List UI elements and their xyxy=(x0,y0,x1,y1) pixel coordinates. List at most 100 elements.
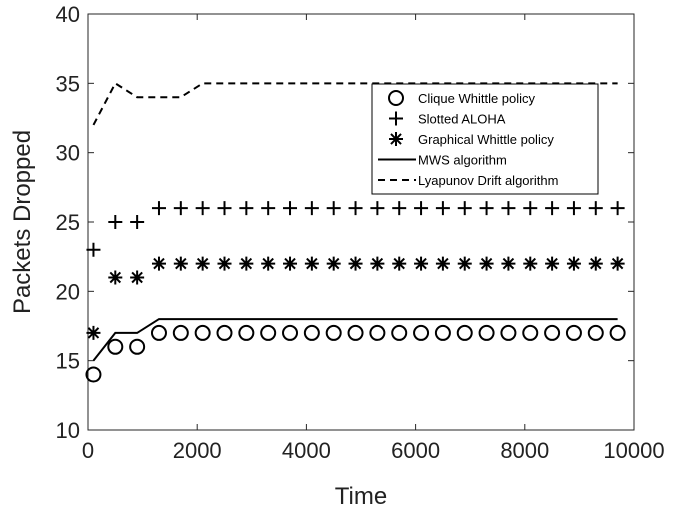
y-tick-label: 30 xyxy=(56,141,80,166)
series-lyapunov-drift-algorithm xyxy=(92,81,618,126)
data-point-graphical-whittle-policy xyxy=(86,325,101,340)
data-point-clique-whittle-policy xyxy=(478,324,495,341)
data-point-slotted-aloha xyxy=(326,201,341,216)
data-point-clique-whittle-policy xyxy=(303,324,320,341)
series-mws-algorithm xyxy=(92,318,618,362)
data-point-graphical-whittle-policy xyxy=(457,256,472,271)
x-tick-label: 8000 xyxy=(500,438,549,463)
data-point-clique-whittle-policy xyxy=(85,366,102,383)
data-point-graphical-whittle-policy xyxy=(435,256,450,271)
plot-area-frame xyxy=(87,13,635,431)
data-point-graphical-whittle-policy xyxy=(304,256,319,271)
data-point-graphical-whittle-policy xyxy=(370,256,385,271)
data-point-slotted-aloha xyxy=(414,201,429,216)
legend-label-lyapunov-drift-algorithm: Lyapunov Drift algorithm xyxy=(418,173,558,188)
data-point-slotted-aloha xyxy=(370,201,385,216)
data-point-graphical-whittle-policy xyxy=(283,256,298,271)
legend-label-graphical-whittle-policy: Graphical Whittle policy xyxy=(418,132,554,147)
data-point-slotted-aloha xyxy=(392,201,407,216)
data-point-graphical-whittle-policy xyxy=(239,256,254,271)
data-point-graphical-whittle-policy xyxy=(348,256,363,271)
legend-label-clique-whittle-policy: Clique Whittle policy xyxy=(418,91,536,106)
data-point-clique-whittle-policy xyxy=(565,324,582,341)
data-point-slotted-aloha xyxy=(86,242,101,257)
series-slotted-aloha xyxy=(86,201,625,257)
data-point-slotted-aloha xyxy=(523,201,538,216)
data-point-slotted-aloha xyxy=(217,201,232,216)
data-point-slotted-aloha xyxy=(261,201,276,216)
legend-item-lyapunov-drift-algorithm: Lyapunov Drift algorithm xyxy=(378,173,558,188)
data-point-clique-whittle-policy xyxy=(391,324,408,341)
x-axis-title: Time xyxy=(335,483,387,510)
data-point-graphical-whittle-policy xyxy=(566,256,581,271)
data-point-graphical-whittle-policy xyxy=(108,270,123,285)
data-point-slotted-aloha xyxy=(545,201,560,216)
data-point-slotted-aloha xyxy=(239,201,254,216)
data-point-clique-whittle-policy xyxy=(216,324,233,341)
data-point-slotted-aloha xyxy=(588,201,603,216)
data-point-clique-whittle-policy xyxy=(238,324,255,341)
y-tick-label: 35 xyxy=(56,71,80,96)
data-point-graphical-whittle-policy xyxy=(130,270,145,285)
data-point-clique-whittle-policy xyxy=(107,338,124,355)
data-point-graphical-whittle-policy xyxy=(195,256,210,271)
data-point-clique-whittle-policy xyxy=(129,338,146,355)
data-point-clique-whittle-policy xyxy=(500,324,517,341)
data-point-slotted-aloha xyxy=(457,201,472,216)
data-point-slotted-aloha xyxy=(173,201,188,216)
legend-item-slotted-aloha: Slotted ALOHA xyxy=(389,111,506,127)
data-point-clique-whittle-policy xyxy=(194,324,211,341)
x-tick-label: 2000 xyxy=(173,438,222,463)
data-point-clique-whittle-policy xyxy=(260,324,277,341)
data-point-graphical-whittle-policy xyxy=(414,256,429,271)
series-graphical-whittle-policy xyxy=(86,256,625,340)
data-point-clique-whittle-policy xyxy=(172,324,189,341)
data-point-clique-whittle-policy xyxy=(413,324,430,341)
data-point-clique-whittle-policy xyxy=(347,324,364,341)
data-point-graphical-whittle-policy xyxy=(610,256,625,271)
data-point-clique-whittle-policy xyxy=(522,324,539,341)
data-point-slotted-aloha xyxy=(348,201,363,216)
data-point-graphical-whittle-policy xyxy=(173,256,188,271)
x-tick-label: 6000 xyxy=(391,438,440,463)
data-point-graphical-whittle-policy xyxy=(523,256,538,271)
data-point-slotted-aloha xyxy=(151,201,166,216)
y-tick-label: 20 xyxy=(56,279,80,304)
legend-label-slotted-aloha: Slotted ALOHA xyxy=(418,112,506,127)
data-point-slotted-aloha xyxy=(195,201,210,216)
data-point-clique-whittle-policy xyxy=(369,324,386,341)
legend-label-mws-algorithm: MWS algorithm xyxy=(418,153,507,168)
legend: Clique Whittle policy Slotted ALOHA Graphi… xyxy=(371,83,599,195)
data-point-graphical-whittle-policy xyxy=(151,256,166,271)
x-tick-label: 4000 xyxy=(282,438,331,463)
y-axis-title: Packets Dropped xyxy=(9,130,36,314)
x-tick-label: 10000 xyxy=(603,438,664,463)
data-point-slotted-aloha xyxy=(108,215,123,229)
data-point-graphical-whittle-policy xyxy=(545,256,560,271)
legend-marker-slotted-aloha xyxy=(389,111,403,126)
data-point-slotted-aloha xyxy=(501,201,516,216)
data-point-graphical-whittle-policy xyxy=(261,256,276,271)
series-clique-whittle-policy xyxy=(85,324,626,383)
y-tick-label: 40 xyxy=(56,2,80,27)
data-point-clique-whittle-policy xyxy=(325,324,342,341)
series-line-lyapunov-drift-algorithm xyxy=(92,81,618,126)
legend-marker-clique-whittle-policy xyxy=(388,90,404,106)
data-point-graphical-whittle-policy xyxy=(392,256,407,271)
data-point-clique-whittle-policy xyxy=(434,324,451,341)
legend-item-mws-algorithm: MWS algorithm xyxy=(378,153,507,168)
y-tick-label: 25 xyxy=(56,210,80,235)
data-point-slotted-aloha xyxy=(283,201,298,216)
series-line-mws-algorithm xyxy=(92,318,618,362)
data-point-clique-whittle-policy xyxy=(609,324,626,341)
data-point-clique-whittle-policy xyxy=(456,324,473,341)
x-tick-label: 0 xyxy=(82,438,94,463)
data-point-slotted-aloha xyxy=(435,201,450,216)
data-point-graphical-whittle-policy xyxy=(501,256,516,271)
y-tick-label: 15 xyxy=(56,349,80,374)
data-point-clique-whittle-policy xyxy=(282,324,299,341)
data-point-graphical-whittle-policy xyxy=(326,256,341,271)
legend-box xyxy=(371,83,599,195)
